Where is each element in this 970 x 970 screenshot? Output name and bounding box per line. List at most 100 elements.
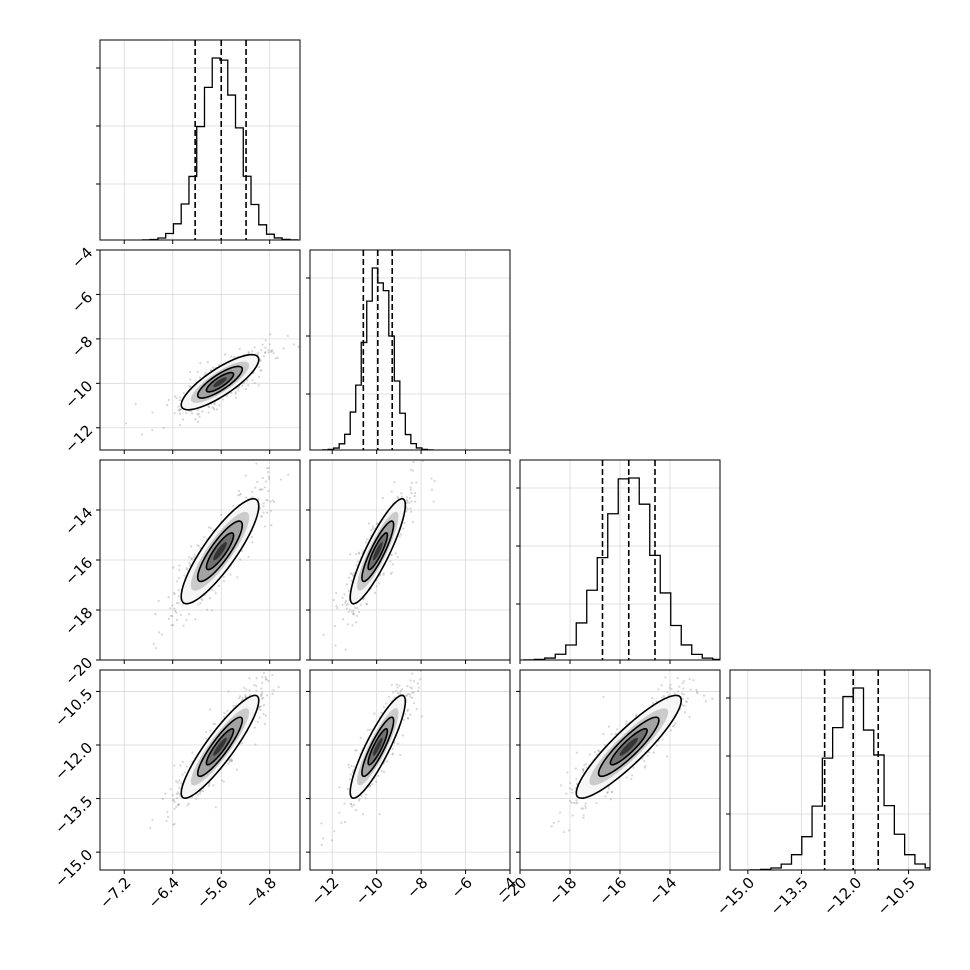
sample-point <box>237 494 240 497</box>
sample-point <box>194 618 197 621</box>
sample-point <box>340 821 343 824</box>
sample-point <box>173 800 176 804</box>
sample-point <box>181 760 184 764</box>
sample-point <box>204 371 207 375</box>
sample-point <box>188 385 191 388</box>
sample-point <box>241 384 244 387</box>
sample-point <box>689 656 691 658</box>
sample-point <box>320 843 323 846</box>
sample-point <box>391 691 395 694</box>
sample-point <box>393 696 396 699</box>
sample-point <box>217 584 220 587</box>
sample-point <box>157 631 161 634</box>
sample-point <box>643 760 646 763</box>
sample-point <box>175 805 178 809</box>
sample-point <box>401 734 404 737</box>
sample-point <box>209 527 213 530</box>
sample-point <box>246 379 249 382</box>
sample-point <box>571 791 574 795</box>
sample-point <box>259 488 263 491</box>
sample-point <box>393 741 396 744</box>
sample-point <box>271 349 274 352</box>
sample-point <box>188 613 191 616</box>
sample-point <box>193 555 196 559</box>
sample-point <box>360 794 363 798</box>
sample-point <box>179 764 182 767</box>
sample-point <box>410 687 414 690</box>
sample-point <box>409 488 412 491</box>
sample-point <box>347 576 351 579</box>
sample-point <box>646 754 649 757</box>
sample-point <box>221 779 224 782</box>
sample-point <box>735 650 737 652</box>
sample-point <box>166 404 169 407</box>
sample-point <box>171 794 174 797</box>
sample-point <box>202 790 205 793</box>
sample-point <box>282 347 285 350</box>
density-contour-4 <box>372 542 383 561</box>
sample-point <box>241 696 244 700</box>
sample-point <box>208 783 211 786</box>
sample-point <box>239 558 242 561</box>
sample-point <box>197 412 200 415</box>
sample-point <box>352 612 355 615</box>
sample-point <box>211 529 215 532</box>
density-contour-4 <box>213 542 227 561</box>
sample-point <box>398 535 401 538</box>
sample-point <box>414 500 417 503</box>
sample-point <box>251 379 254 382</box>
sample-point <box>262 505 265 508</box>
sample-point <box>178 779 181 782</box>
scatter-panel-1-0: −12−10−8−6−4 <box>61 244 301 469</box>
sample-point <box>552 821 555 824</box>
sample-point <box>356 607 359 610</box>
sample-point <box>254 486 257 489</box>
sample-point <box>201 410 204 413</box>
sample-point <box>256 720 259 723</box>
sample-point <box>565 792 568 795</box>
sample-point <box>574 802 578 805</box>
sample-point <box>265 677 268 681</box>
panel-frame <box>309 249 511 451</box>
sample-point <box>198 376 202 379</box>
sample-point <box>248 689 251 692</box>
sample-point <box>297 345 300 348</box>
sample-point <box>267 466 270 469</box>
sample-point <box>251 490 254 494</box>
sample-point <box>259 369 262 372</box>
sample-point <box>207 526 210 529</box>
y-tick-label: −13.5 <box>51 792 96 837</box>
sample-point <box>365 603 369 606</box>
sample-point <box>257 498 260 501</box>
sample-point <box>270 524 273 527</box>
sample-point <box>173 764 176 767</box>
sample-point <box>350 579 353 583</box>
sample-point <box>196 370 199 373</box>
sample-point <box>169 788 172 791</box>
sample-point <box>261 476 264 480</box>
sample-point <box>382 573 385 576</box>
sample-point <box>420 715 423 718</box>
sample-point <box>212 722 215 726</box>
sample-point <box>172 592 175 595</box>
sample-point <box>244 695 247 698</box>
sample-point <box>160 633 163 636</box>
x-tick-label: −13.5 <box>767 874 812 919</box>
x-tick-label: −20 <box>495 874 530 909</box>
sample-point <box>302 657 304 659</box>
sample-point <box>352 613 355 616</box>
sample-point <box>180 781 183 785</box>
sample-point <box>263 486 266 489</box>
sample-point <box>644 764 647 768</box>
sample-point <box>349 572 352 575</box>
sample-point <box>696 692 699 695</box>
sample-point <box>624 722 627 725</box>
sample-point <box>107 467 109 469</box>
sample-point <box>692 679 695 682</box>
sample-point <box>341 603 344 607</box>
sample-point <box>175 611 178 614</box>
sample-point <box>365 793 368 796</box>
sample-point <box>190 557 193 561</box>
sample-point <box>263 525 267 528</box>
sample-point <box>407 692 410 696</box>
